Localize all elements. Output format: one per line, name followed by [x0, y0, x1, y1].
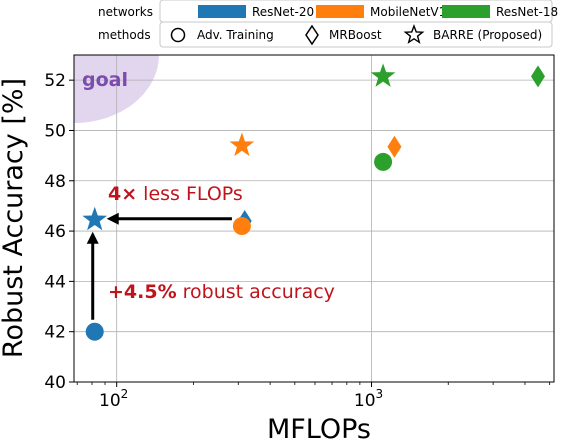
- legend-label-mobilenetv1: MobileNetV1: [370, 5, 446, 19]
- x-axis-ticks: 102 103: [76, 382, 551, 411]
- y-tick-label: 40: [44, 373, 66, 393]
- accuracy-annotation-bold: +4.5%: [108, 281, 177, 303]
- x-tick-label: 103: [354, 387, 383, 411]
- legend-label-barre: BARRE (Proposed): [433, 28, 542, 42]
- y-tick-label: 48: [44, 172, 66, 192]
- flops-annotation-rest: less FLOPs: [137, 183, 243, 205]
- legend-label-resnet18: ResNet-18: [496, 5, 558, 19]
- legend-label-adv-training: Adv. Training: [197, 28, 274, 42]
- legend-label-mrboost: MRBoost: [329, 28, 382, 42]
- point-mobilenetv1-adv-training: [232, 217, 251, 236]
- point-mobilenetv1-mrboost: [387, 135, 402, 158]
- y-axis-title: Robust Accuracy [%]: [0, 78, 29, 358]
- legend: networks methods ResNet-20 MobileNetV1 R…: [98, 0, 558, 48]
- y-axis-ticks: 40 42 44 46 48 50 52: [44, 71, 74, 393]
- flops-annotation-bold: 4×: [108, 183, 137, 205]
- accuracy-annotation-rest: robust accuracy: [177, 281, 335, 303]
- legend-methods-label: methods: [98, 28, 151, 42]
- y-tick-label: 52: [44, 71, 66, 91]
- data-points: [82, 63, 545, 341]
- point-resnet-18-mrboost: [530, 65, 545, 88]
- point-mobilenetv1-barre-proposed: [229, 132, 255, 157]
- legend-star-icon: [403, 24, 425, 44]
- goal-label: goal: [82, 69, 128, 91]
- point-resnet-18-barre-proposed: [370, 63, 396, 87]
- x-tick-label: 102: [99, 387, 128, 411]
- y-tick-label: 44: [44, 272, 66, 292]
- legend-diamond-icon: [305, 24, 319, 46]
- legend-circle-icon: [170, 27, 186, 43]
- x-axis-title: MFLOPs: [267, 414, 371, 442]
- improvement-arrows: [86, 212, 232, 320]
- grid: [74, 55, 554, 382]
- legend-swatch-mobilenetv1: [316, 5, 364, 18]
- legend-swatch-resnet18: [442, 5, 490, 18]
- y-tick-label: 46: [44, 222, 66, 242]
- legend-label-resnet20: ResNet-20: [252, 5, 314, 19]
- legend-methods-box: [159, 21, 553, 48]
- flops-arrowhead: [106, 212, 119, 225]
- point-resnet-20-adv-training: [85, 322, 104, 341]
- flops-annotation: 4× less FLOPs: [108, 183, 243, 205]
- point-resnet-20-barre-proposed: [82, 206, 108, 231]
- legend-swatch-resnet20: [198, 5, 246, 18]
- y-tick-label: 50: [44, 121, 66, 141]
- annotations: goal 4× less FLOPs +4.5% robust accuracy: [82, 69, 335, 303]
- point-resnet-18-adv-training: [374, 152, 393, 171]
- plot-frame: [73, 54, 555, 383]
- accuracy-arrowhead: [86, 231, 99, 244]
- legend-networks-label: networks: [98, 5, 153, 19]
- y-tick-label: 42: [44, 323, 66, 343]
- accuracy-annotation: +4.5% robust accuracy: [108, 281, 335, 303]
